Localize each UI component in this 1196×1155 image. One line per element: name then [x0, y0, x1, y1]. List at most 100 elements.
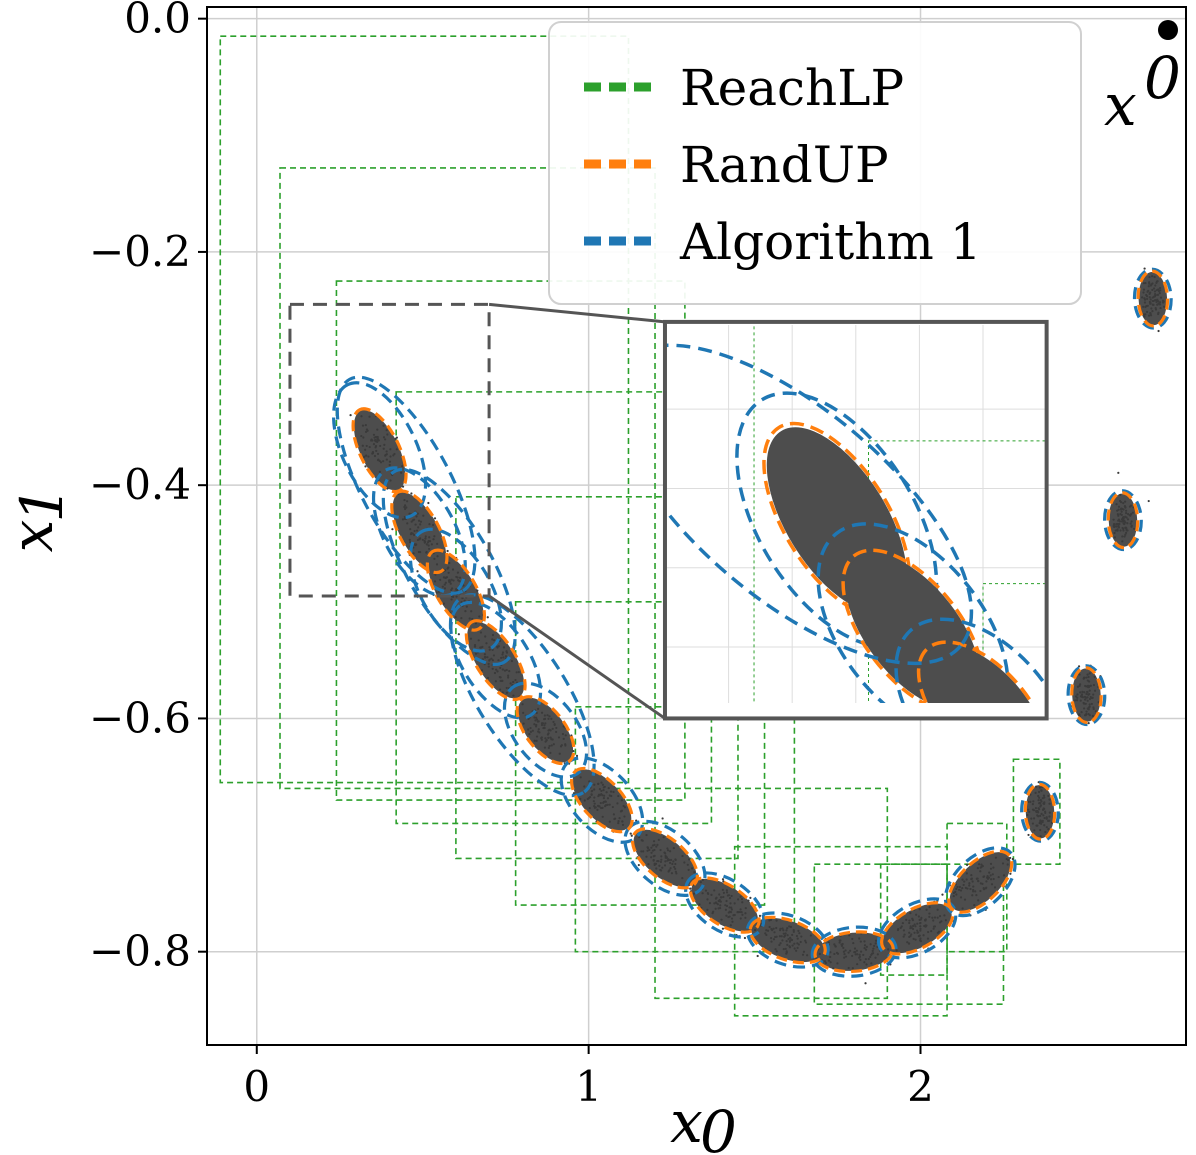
sample-point	[915, 913, 918, 916]
sample-point	[508, 669, 511, 673]
sample-point	[498, 688, 502, 691]
sample-point	[1122, 515, 1125, 519]
randup-hull	[351, 407, 408, 494]
sample-point	[780, 935, 783, 938]
sample-point	[729, 902, 732, 905]
sample-point	[1149, 302, 1152, 305]
sample-point	[428, 523, 431, 526]
sample-point	[997, 875, 1000, 879]
sample-point	[548, 715, 551, 718]
sample-point	[1147, 499, 1150, 503]
sample-point	[1123, 535, 1126, 538]
sample-point	[533, 723, 536, 726]
sample-point	[851, 954, 854, 957]
sample-point	[933, 916, 937, 919]
sample-point	[724, 904, 727, 907]
sample-point	[917, 915, 920, 918]
sample-point	[562, 725, 565, 728]
sample-point	[536, 707, 540, 710]
sample-point	[718, 893, 721, 896]
sample-point	[652, 859, 655, 862]
sample-point	[710, 893, 713, 896]
sample-point	[722, 895, 725, 899]
sample-point	[856, 953, 859, 956]
reachlp-box	[279, 167, 656, 790]
sample-point	[496, 646, 499, 649]
sample-point	[412, 533, 416, 537]
sample-point	[737, 898, 740, 901]
sample-point	[612, 790, 615, 794]
sample-point	[1031, 822, 1035, 825]
sample-point	[1117, 471, 1120, 474]
sample-point	[994, 856, 998, 859]
sample-point	[985, 886, 988, 889]
sample-point	[1159, 306, 1162, 310]
sample-point	[661, 866, 664, 869]
sample-point	[543, 726, 546, 730]
sample-point	[1091, 696, 1094, 699]
sample-point	[410, 520, 413, 523]
sample-point	[1144, 305, 1147, 309]
sample-point	[1009, 872, 1012, 875]
sample-point	[1112, 518, 1115, 521]
sample-point	[1039, 820, 1042, 823]
sample-point	[706, 908, 709, 911]
sample-point	[829, 961, 832, 964]
sample-point	[791, 944, 794, 947]
sample-point	[982, 886, 985, 890]
sample-point	[743, 936, 747, 940]
sample-point	[1147, 314, 1151, 317]
sample-point	[712, 910, 715, 913]
sample-point	[1149, 314, 1153, 317]
sample-point	[1037, 799, 1040, 802]
sample-point	[793, 947, 796, 950]
sample-point	[469, 637, 473, 640]
sample-point	[865, 963, 868, 966]
sample-point	[455, 588, 458, 591]
sample-point	[932, 925, 936, 928]
sample-point	[731, 920, 734, 923]
sample-point	[535, 739, 538, 742]
sample-point	[663, 864, 667, 867]
sample-point	[544, 722, 547, 725]
sample-point	[1142, 291, 1145, 294]
sample-point	[671, 862, 674, 866]
sample-point	[1091, 714, 1094, 718]
sample-point	[1084, 702, 1087, 705]
sample-point	[652, 840, 656, 843]
sample-point	[361, 424, 365, 427]
sample-point	[1158, 286, 1162, 290]
sample-point	[896, 928, 900, 932]
sample-point	[410, 492, 413, 495]
sample-point	[988, 871, 991, 874]
randup-hull	[1106, 491, 1140, 550]
sample-point	[721, 888, 724, 891]
sample-point	[901, 921, 904, 925]
sample-point	[412, 552, 415, 555]
sample-point	[375, 436, 379, 439]
sample-point	[973, 904, 976, 907]
sample-point	[876, 953, 879, 956]
legend-frame	[548, 21, 1082, 305]
sample-point	[389, 479, 392, 482]
sample-point	[785, 950, 788, 953]
sample-point	[570, 734, 573, 737]
sample-point	[714, 907, 717, 910]
sample-point	[588, 806, 591, 810]
y-axis-label-subscript: 1	[8, 486, 76, 523]
algorithm1-ellipse	[745, 911, 830, 969]
sample-point	[600, 789, 603, 793]
sample-point	[388, 463, 391, 467]
sample-point	[427, 544, 430, 547]
sample-point	[374, 439, 377, 442]
sample-point	[653, 863, 656, 867]
sample-point	[497, 645, 500, 648]
sample-point	[928, 915, 931, 919]
sample-point	[1119, 513, 1122, 516]
sample-point	[455, 595, 458, 598]
sample-cloud	[882, 903, 952, 954]
sample-point	[1038, 801, 1041, 805]
sample-point	[1047, 794, 1050, 798]
sample-point	[1117, 519, 1120, 522]
sample-point	[1118, 522, 1121, 526]
